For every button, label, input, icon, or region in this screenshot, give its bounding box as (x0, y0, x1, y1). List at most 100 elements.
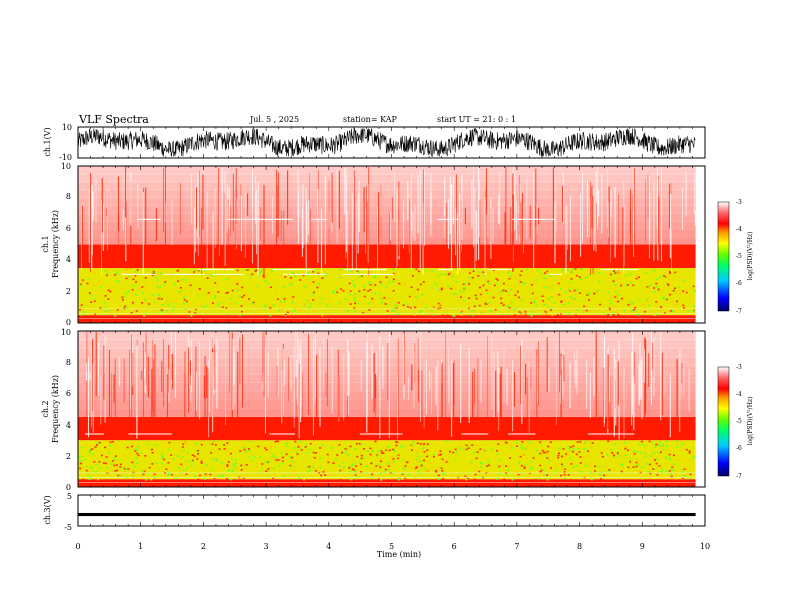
spectrogram-speckle (226, 464, 229, 466)
spectrogram-speckle (367, 290, 370, 292)
spectrogram-speckle (664, 272, 667, 274)
spectrogram-speckle (392, 268, 395, 271)
spectrogram-speckle (644, 452, 647, 455)
spectrogram-speckle (335, 287, 337, 290)
spectrogram-speckle (416, 442, 419, 444)
spectrogram-speckle (218, 448, 221, 450)
spectrogram-speckle (649, 284, 652, 287)
spectrogram-speckle (241, 310, 243, 313)
ch2-ytick-2: 2 (66, 452, 71, 461)
spectrogram-speckle (559, 278, 562, 281)
spectrogram-speckle (109, 275, 111, 277)
spectrogram-speckle (450, 474, 453, 477)
spectrogram-speckle (210, 452, 213, 454)
spectrogram-speckle (542, 451, 545, 454)
spectrogram-speckle (394, 450, 397, 453)
spectrogram-speckle (413, 305, 416, 307)
spectrogram-speckle (230, 452, 232, 455)
spectrogram-speckle (90, 295, 93, 297)
spectrogram-speckle (518, 461, 521, 464)
spectrogram-speckle (674, 287, 676, 290)
spectrogram-speckle (156, 285, 159, 288)
spectrogram-speckle (83, 311, 86, 313)
spectrogram-speckle (617, 294, 620, 296)
spectrogram-speckle (635, 461, 638, 464)
spectrogram-speckle (104, 270, 107, 272)
spectrogram-speckle (563, 473, 566, 476)
spectrogram-speckle (152, 474, 155, 476)
spectrogram-speckle (555, 292, 558, 295)
spectrogram-speckle (569, 457, 572, 460)
spectrogram-speckle (550, 309, 553, 311)
spectrogram-speckle (360, 443, 363, 446)
spectrogram-speckle (671, 466, 674, 468)
spectrogram-speckle (459, 296, 462, 298)
spectrogram-speckle (437, 302, 440, 305)
spectrogram-speckle (230, 313, 233, 316)
spectrogram-speckle (195, 442, 198, 445)
spectrogram-speckle (195, 456, 198, 459)
spectrogram-speckle (142, 473, 145, 476)
spectrogram-speckle (542, 469, 545, 471)
spectrogram-speckle (471, 314, 474, 317)
spectrogram-speckle (482, 311, 484, 313)
spectrogram-speckle (573, 297, 576, 300)
spectrogram-speckle (371, 469, 374, 472)
spectrogram-speckle (522, 453, 525, 456)
spectrogram-speckle (360, 457, 363, 460)
spectrogram-speckle (685, 290, 688, 292)
spectrogram-speckle (194, 475, 196, 478)
spectrogram-speckle (282, 456, 284, 459)
spectrogram-speckle (436, 274, 439, 277)
spectrogram-speckle (598, 272, 601, 274)
spectrogram-speckle (653, 291, 656, 293)
spectrogram-speckle (272, 455, 274, 457)
spectrogram-speckle (348, 291, 351, 293)
spectrogram-speckle (652, 270, 655, 273)
spectrogram-speckle (134, 447, 137, 450)
spectrogram-speckle (692, 285, 695, 288)
spectrogram-speckle (435, 449, 438, 452)
spectrogram-speckle (189, 303, 192, 305)
spectrogram-speckle (356, 302, 359, 305)
spectrogram-speckle (494, 308, 497, 311)
spectrogram-speckle (155, 462, 158, 464)
spectrogram-speckle (688, 452, 691, 454)
spectrogram-speckle (290, 460, 293, 463)
spectrogram-speckle (656, 458, 659, 460)
spectrogram-speckle (417, 300, 420, 302)
spectrogram-speckle (656, 474, 659, 476)
spectrogram-speckle (131, 289, 134, 291)
spectrogram-speckle (478, 304, 481, 307)
spectrogram-speckle (385, 285, 388, 288)
spectrogram-speckle (608, 469, 611, 471)
spectrogram-speckle (423, 302, 426, 304)
ch1-ytick-6: 6 (66, 224, 71, 233)
spectrogram-speckle (201, 272, 204, 274)
spectrogram-speckle (212, 458, 215, 460)
spectrogram-speckle (338, 268, 341, 271)
spectrogram-speckle (502, 289, 505, 292)
spectrogram-speckle (231, 303, 233, 305)
spectrogram-speckle (199, 474, 202, 477)
spectrogram-speckle (348, 465, 351, 468)
spectrogram-speckle (564, 291, 567, 293)
spectrogram-speckle (312, 274, 315, 276)
spectrogram-speckle (381, 302, 383, 304)
spectrogram-speckle (522, 269, 525, 271)
spectrogram-speckle (324, 274, 327, 277)
spectrogram-speckle (370, 311, 372, 314)
spectrogram-speckle (502, 304, 505, 306)
spectrogram-speckle (407, 306, 409, 308)
spectrogram-speckle (674, 478, 677, 480)
spectrogram-speckle (228, 470, 230, 472)
spectrogram-speckle (551, 284, 554, 286)
spectrogram-speckle (666, 470, 668, 472)
spectrogram-speckle (477, 275, 480, 277)
ch3-waveform-band (78, 512, 696, 517)
spectrogram-speckle (560, 300, 563, 302)
spectrogram-speckle (676, 440, 679, 443)
spectrogram-speckle (524, 447, 527, 450)
spectrogram-speckle (585, 465, 588, 467)
spectrogram-speckle (318, 283, 321, 285)
